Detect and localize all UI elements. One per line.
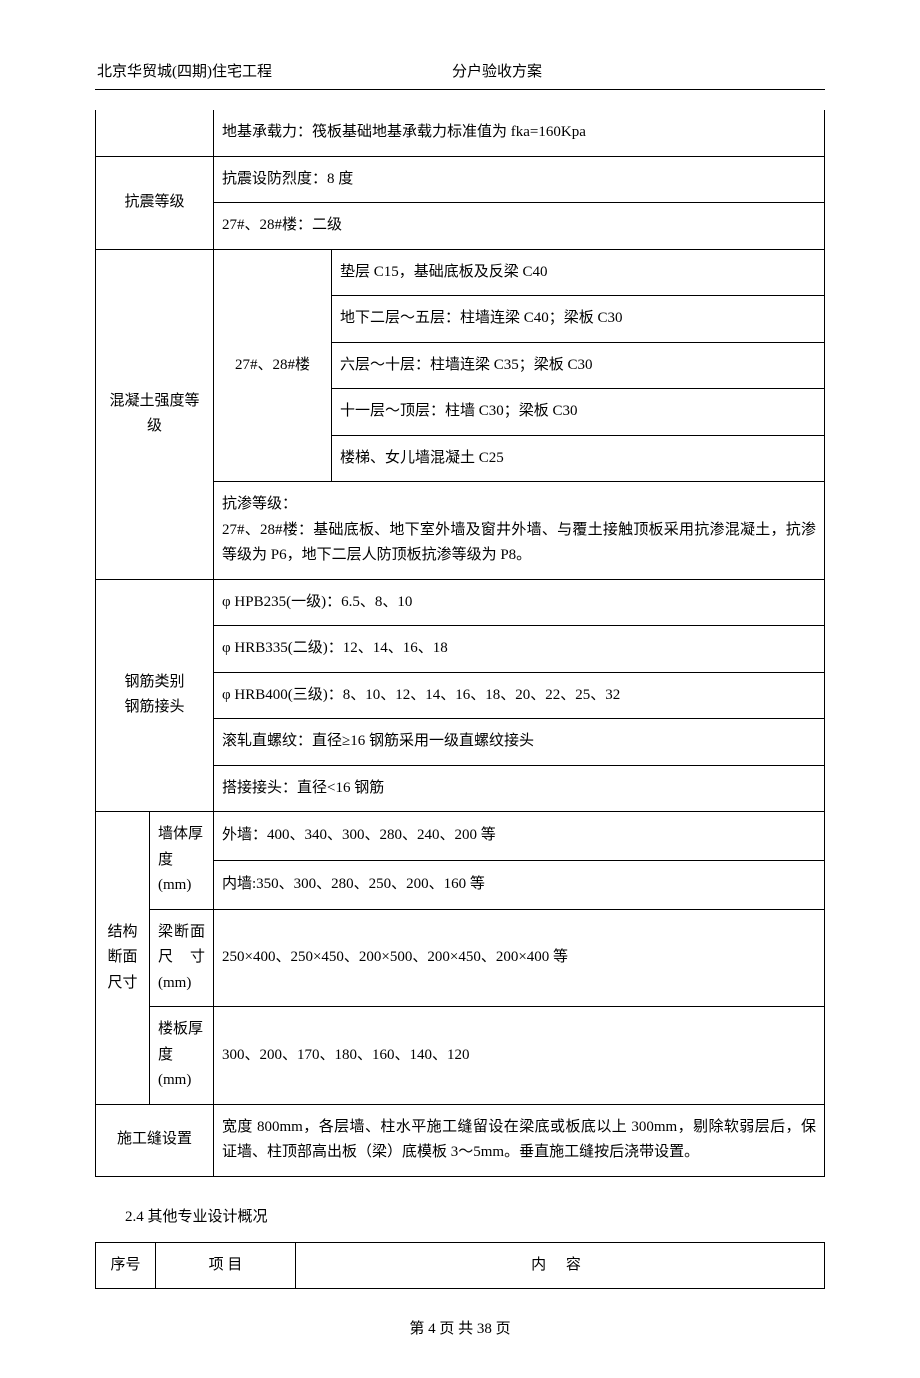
table-row: 抗震等级 抗震设防烈度：8 度 — [96, 156, 825, 203]
cell-concrete-3: 六层～十层：柱墙连梁 C35；梁板 C30 — [332, 342, 825, 389]
cell-wall-1: 外墙：400、340、300、280、240、200 等 — [214, 812, 825, 861]
cell-concrete-5: 楼梯、女儿墙混凝土 C25 — [332, 435, 825, 482]
cell-building: 27#、28#楼 — [214, 249, 332, 482]
label-section: 结构断面尺寸 — [96, 812, 150, 1105]
page-footer: 第 4 页 共 38 页 — [95, 1317, 825, 1338]
cell-concrete-4: 十一层～顶层：柱墙 C30；梁板 C30 — [332, 389, 825, 436]
label-concrete: 混凝土强度等级 — [96, 249, 214, 579]
header-item: 项 目 — [156, 1242, 296, 1289]
header-right: 分户验收方案 — [452, 60, 542, 81]
section-heading: 2.4 其他专业设计概况 — [125, 1205, 825, 1226]
header-content: 内 容 — [296, 1242, 825, 1289]
cell-beam: 250×400、250×450、200×500、200×450、200×400 … — [214, 909, 825, 1007]
header-serial: 序号 — [96, 1242, 156, 1289]
table-row: 结构断面尺寸 墙体厚度(mm) 外墙：400、340、300、280、240、2… — [96, 812, 825, 861]
label-rebar: 钢筋类别 钢筋接头 — [96, 579, 214, 812]
table-row: 梁断面尺 寸(mm) 250×400、250×450、200×500、200×4… — [96, 909, 825, 1007]
secondary-table: 序号 项 目 内 容 — [95, 1242, 825, 1290]
table-row: 混凝土强度等级 27#、28#楼 垫层 C15，基础底板及反梁 C40 — [96, 249, 825, 296]
table-row: 序号 项 目 内 容 — [96, 1242, 825, 1289]
label-seismic: 抗震等级 — [96, 156, 214, 249]
table-row: 施工缝设置 宽度 800mm，各层墙、柱水平施工缝留设在梁底或板底以上 300m… — [96, 1104, 825, 1176]
table-row: 楼板厚度(mm) 300、200、170、180、160、140、120 — [96, 1007, 825, 1105]
table-row: 钢筋类别 钢筋接头 φ HPB235(一级)：6.5、8、10 — [96, 579, 825, 626]
header-left: 北京华贸城(四期)住宅工程 — [97, 60, 272, 81]
cell-concrete-2: 地下二层～五层：柱墙连梁 C40；梁板 C30 — [332, 296, 825, 343]
cell-seismic-2: 27#、28#楼：二级 — [214, 203, 825, 250]
header-rule — [95, 89, 825, 90]
cell-rebar-1: φ HPB235(一级)：6.5、8、10 — [214, 579, 825, 626]
table-row: 地基承载力：筏板基础地基承载力标准值为 fka=160Kpa — [96, 110, 825, 156]
cell-rebar-5: 搭接接头：直径<16 钢筋 — [214, 765, 825, 812]
cell-rebar-3: φ HRB400(三级)：8、10、12、14、16、18、20、22、25、3… — [214, 672, 825, 719]
label-beam: 梁断面尺 寸(mm) — [150, 909, 214, 1007]
cell-slab: 300、200、170、180、160、140、120 — [214, 1007, 825, 1105]
cell-foundation: 地基承载力：筏板基础地基承载力标准值为 fka=160Kpa — [214, 110, 825, 156]
cell-rebar-2: φ HRB335(二级)：12、14、16、18 — [214, 626, 825, 673]
cell-wall-2: 内墙:350、300、280、250、200、160 等 — [214, 860, 825, 909]
cell-empty — [96, 110, 214, 156]
label-slab: 楼板厚度(mm) — [150, 1007, 214, 1105]
page-header: 北京华贸城(四期)住宅工程 分户验收方案 — [95, 60, 825, 81]
main-table: 地基承载力：筏板基础地基承载力标准值为 fka=160Kpa 抗震等级 抗震设防… — [95, 110, 825, 1177]
cell-permeability: 抗渗等级： 27#、28#楼：基础底板、地下室外墙及窗井外墙、与覆土接触顶板采用… — [214, 482, 825, 580]
label-wall-thickness: 墙体厚度(mm) — [150, 812, 214, 910]
cell-joint: 宽度 800mm，各层墙、柱水平施工缝留设在梁底或板底以上 300mm，剔除软弱… — [214, 1104, 825, 1176]
cell-rebar-4: 滚轧直螺纹：直径≥16 钢筋采用一级直螺纹接头 — [214, 719, 825, 766]
label-joint: 施工缝设置 — [96, 1104, 214, 1176]
cell-seismic-1: 抗震设防烈度：8 度 — [214, 156, 825, 203]
cell-concrete-1: 垫层 C15，基础底板及反梁 C40 — [332, 249, 825, 296]
